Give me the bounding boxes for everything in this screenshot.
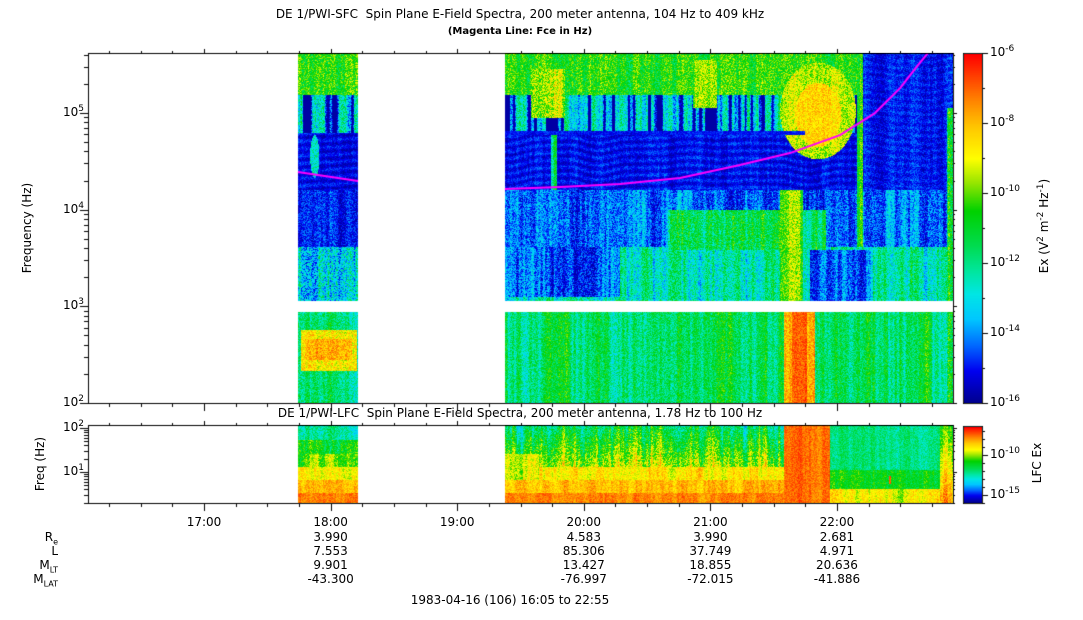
- ephemeris-value: 20.636: [815, 558, 858, 572]
- ephemeris-value: -76.997: [560, 572, 607, 586]
- ephemeris-value: 85.306: [562, 544, 605, 558]
- ephemeris-value: 3.990: [313, 530, 348, 544]
- ephemeris-row-label: MLT: [39, 558, 58, 575]
- lfc-colorbar-label: LFC Ex: [1030, 442, 1044, 484]
- ephemeris-value: 4.971: [819, 544, 855, 558]
- sfc-y-tick-label: 102: [62, 394, 84, 410]
- time-tick-label: 22:00: [819, 515, 855, 529]
- sfc-colorbar-tick-label: 10-6: [990, 44, 1015, 60]
- ephemeris-value: 18.855: [689, 558, 732, 572]
- sfc-colorbar-tick-label: 10-10: [990, 184, 1020, 200]
- lfc-colorbar-tick-label: 10-10: [990, 446, 1020, 462]
- sfc-colorbar-tick-label: 10-16: [990, 394, 1020, 410]
- time-tick-label: 18:00: [313, 515, 348, 529]
- sfc-colorbar-tick-label: 10-14: [990, 324, 1020, 340]
- time-range-label: 1983-04-16 (106) 16:05 to 22:55: [410, 593, 610, 607]
- time-tick-label: 19:00: [439, 515, 475, 529]
- lfc-title: DE 1/PWI-LFC Spin Plane E-Field Spectra,…: [277, 406, 763, 420]
- sfc-colorbar-label: Ex (V2 m-2 Hz-1): [1036, 178, 1051, 274]
- ephemeris-value: 37.749: [689, 544, 732, 558]
- ephemeris-row-label: Re: [44, 530, 58, 547]
- ephemeris-value: 9.901: [313, 558, 348, 572]
- ephemeris-value: -72.015: [687, 572, 734, 586]
- sfc-y-tick-label: 103: [62, 297, 84, 313]
- sfc-title: DE 1/PWI-SFC Spin Plane E-Field Spectra,…: [275, 7, 765, 21]
- sfc-y-axis-label: Frequency (Hz): [20, 182, 34, 274]
- lfc-y-axis-label: Freq (Hz): [33, 436, 47, 492]
- lfc-colorbar-tick-label: 10-15: [990, 486, 1020, 502]
- ephemeris-value: 13.427: [562, 558, 605, 572]
- sfc-y-tick-label: 105: [62, 103, 84, 119]
- ephemeris-value: -43.300: [307, 572, 354, 586]
- lfc-y-tick-label: 101: [62, 462, 84, 478]
- ephemeris-value: -41.886: [813, 572, 861, 586]
- sfc-subtitle: (Magenta Line: Fce in Hz): [447, 26, 593, 37]
- ephemeris-value: 2.681: [819, 530, 855, 544]
- ephemeris-row-label: MLAT: [33, 572, 58, 589]
- time-tick-label: 20:00: [566, 515, 602, 529]
- ephemeris-value: 7.553: [313, 544, 348, 558]
- ephemeris-row-label: L: [51, 544, 58, 558]
- ephemeris-value: 3.990: [693, 530, 728, 544]
- time-tick-label: 17:00: [186, 515, 222, 529]
- time-tick-label: 21:00: [693, 515, 728, 529]
- lfc-y-tick-label: 102: [62, 418, 84, 434]
- ephemeris-value: 4.583: [566, 530, 601, 544]
- sfc-y-tick-label: 104: [62, 200, 84, 216]
- sfc-colorbar-tick-label: 10-8: [990, 114, 1015, 130]
- sfc-colorbar-tick-label: 10-12: [990, 254, 1020, 270]
